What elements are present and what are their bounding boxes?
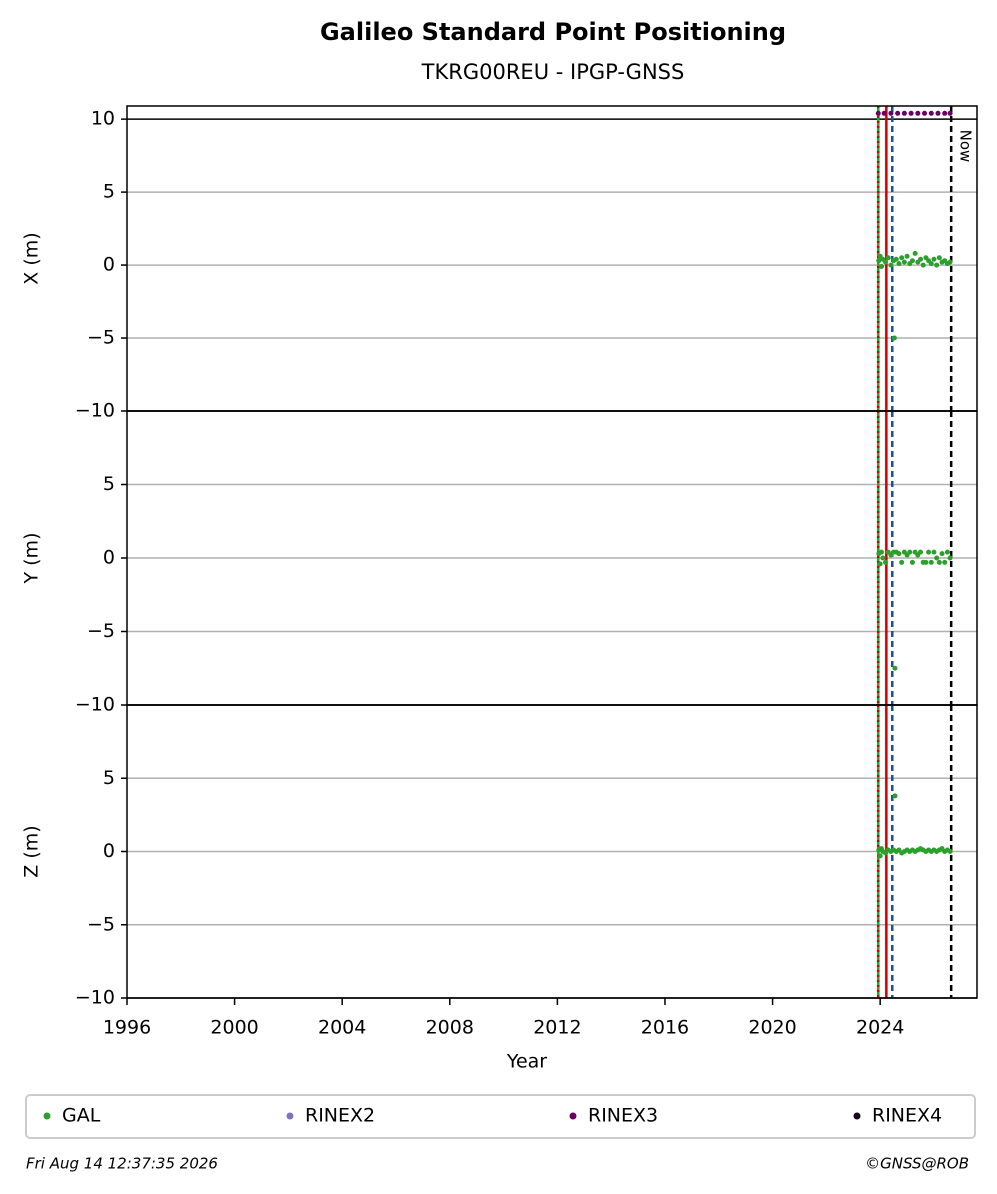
axes-frame	[126, 704, 978, 999]
data-point	[944, 549, 950, 555]
data-point	[892, 793, 898, 799]
data-point	[928, 110, 934, 116]
x-axis-label: Year	[506, 1051, 547, 1073]
data-point	[883, 259, 889, 265]
footer-date: Fri Aug 14 12:37:35 2026	[26, 1155, 218, 1173]
y-tick-label: 0	[103, 840, 115, 862]
y-axis-label: Z (m)	[21, 825, 43, 877]
data-point	[901, 110, 907, 116]
data-point	[909, 258, 915, 264]
data-point	[947, 259, 953, 265]
data-point	[891, 335, 897, 341]
y-tick-label: −10	[75, 694, 115, 716]
data-point	[934, 555, 940, 561]
data-point	[885, 255, 891, 261]
data-point	[880, 555, 886, 561]
legend-label: GAL	[62, 1105, 101, 1127]
legend-marker	[569, 1112, 577, 1120]
data-point	[879, 264, 885, 270]
data-point	[881, 110, 887, 116]
data-point	[928, 261, 934, 267]
chart-subtitle: TKRG00REU - IPGP-GNSS	[421, 60, 685, 84]
y-tick-label: 5	[103, 767, 115, 789]
data-point	[883, 559, 889, 565]
data-point	[922, 110, 928, 116]
data-point	[877, 561, 883, 567]
data-point	[877, 853, 883, 859]
legend-label: RINEX4	[872, 1105, 942, 1127]
data-point	[888, 110, 894, 116]
data-point	[942, 110, 948, 116]
y-tick-label: −10	[75, 400, 115, 422]
y-tick-label: 0	[103, 254, 115, 276]
data-point	[899, 255, 905, 261]
data-point	[896, 551, 902, 557]
data-point	[915, 110, 921, 116]
data-point	[876, 258, 882, 264]
axes-frame	[126, 105, 978, 412]
data-point	[920, 262, 926, 268]
y-tick-label: 10	[91, 108, 115, 130]
data-point	[935, 110, 941, 116]
y-tick-label: −5	[87, 913, 115, 935]
data-point	[931, 256, 937, 262]
x-tick-label: 2016	[641, 1017, 689, 1039]
chart-title: Galileo Standard Point Positioning	[320, 18, 786, 46]
x-tick-label: 2000	[210, 1017, 258, 1039]
y-tick-label: −10	[75, 987, 115, 1009]
legend-marker	[853, 1112, 861, 1120]
data-point	[918, 549, 924, 555]
legend-box	[25, 1094, 976, 1139]
x-tick-label: 1996	[103, 1017, 151, 1039]
x-tick-label: 2004	[318, 1017, 366, 1039]
footer-credit: ©GNSS@ROB	[865, 1155, 969, 1173]
data-point	[947, 110, 953, 116]
data-point	[942, 559, 948, 565]
x-tick-label: 2020	[748, 1017, 796, 1039]
y-tick-label: −5	[87, 327, 115, 349]
data-point	[947, 555, 953, 561]
data-point	[892, 665, 898, 671]
legend-label: RINEX2	[305, 1105, 375, 1127]
data-point	[931, 549, 937, 555]
data-point	[899, 559, 905, 565]
data-point	[918, 256, 924, 262]
y-tick-label: 0	[103, 547, 115, 569]
data-point	[928, 559, 934, 565]
data-point	[875, 110, 881, 116]
y-axis-label: X (m)	[21, 232, 43, 284]
data-point	[936, 559, 942, 565]
legend-label: RINEX3	[588, 1105, 658, 1127]
data-point	[934, 262, 940, 268]
y-tick-label: 5	[103, 473, 115, 495]
data-point	[912, 250, 918, 256]
data-point	[901, 259, 907, 265]
data-point	[879, 549, 885, 555]
data-point	[926, 549, 932, 555]
x-tick-label: 2008	[426, 1017, 474, 1039]
data-point	[895, 110, 901, 116]
data-point	[947, 849, 953, 854]
x-tick-label: 2012	[533, 1017, 581, 1039]
data-point	[904, 253, 910, 259]
y-tick-label: 5	[103, 181, 115, 203]
data-point	[888, 262, 894, 268]
data-point	[896, 261, 902, 267]
x-tick-label: 2024	[856, 1017, 904, 1039]
y-axis-label: Y (m)	[21, 533, 43, 585]
data-point	[939, 551, 945, 557]
legend-marker	[43, 1112, 51, 1120]
data-point	[936, 255, 942, 261]
data-point	[923, 559, 929, 565]
data-point	[909, 559, 915, 565]
event-label: Now	[957, 130, 975, 163]
data-point	[893, 256, 899, 262]
data-point	[908, 110, 914, 116]
data-point	[907, 549, 913, 555]
y-tick-label: −5	[87, 620, 115, 642]
legend-marker	[286, 1112, 294, 1120]
